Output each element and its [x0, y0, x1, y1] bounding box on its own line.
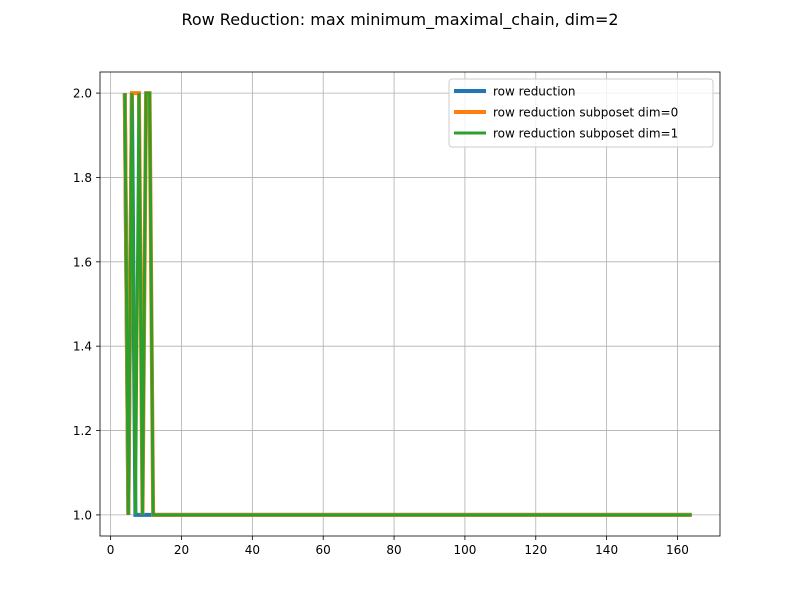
legend: row reduction row reduction subposet dim… — [448, 78, 714, 148]
y-tick-label: 2.0 — [73, 87, 92, 101]
x-tick-label: 160 — [666, 543, 689, 557]
y-tick-label: 1.0 — [73, 508, 92, 522]
legend-label-subposet-dim1: row reduction subposet dim=1 — [493, 127, 678, 141]
x-tick-label: 80 — [386, 543, 401, 557]
y-tick-label: 1.4 — [73, 340, 92, 354]
x-tick-label: 100 — [453, 543, 476, 557]
x-tick-label: 40 — [245, 543, 260, 557]
y-tick-label: 1.6 — [73, 255, 92, 269]
x-tick-label: 120 — [524, 543, 547, 557]
legend-label-subposet-dim0: row reduction subposet dim=0 — [493, 106, 678, 120]
legend-label-row-reduction: row reduction — [493, 85, 576, 99]
chart-title: Row Reduction: max minimum_maximal_chain… — [181, 10, 618, 30]
series-lines — [122, 91, 692, 517]
plot-frame — [99, 71, 721, 537]
legend-box — [448, 78, 714, 148]
y-tick-label: 1.8 — [73, 171, 92, 185]
x-tick-label: 140 — [595, 543, 618, 557]
x-tick-label: 20 — [174, 543, 189, 557]
x-tick-label: 60 — [316, 543, 331, 557]
axis-ticks: 0 20 40 60 80 100 120 140 160 1.0 1.2 1.4 1.6 1.8 2.0 — [73, 87, 689, 557]
series-line-subposet-dim1 — [123, 91, 692, 517]
y-tick-label: 1.2 — [73, 424, 92, 438]
x-tick-label: 0 — [107, 543, 115, 557]
